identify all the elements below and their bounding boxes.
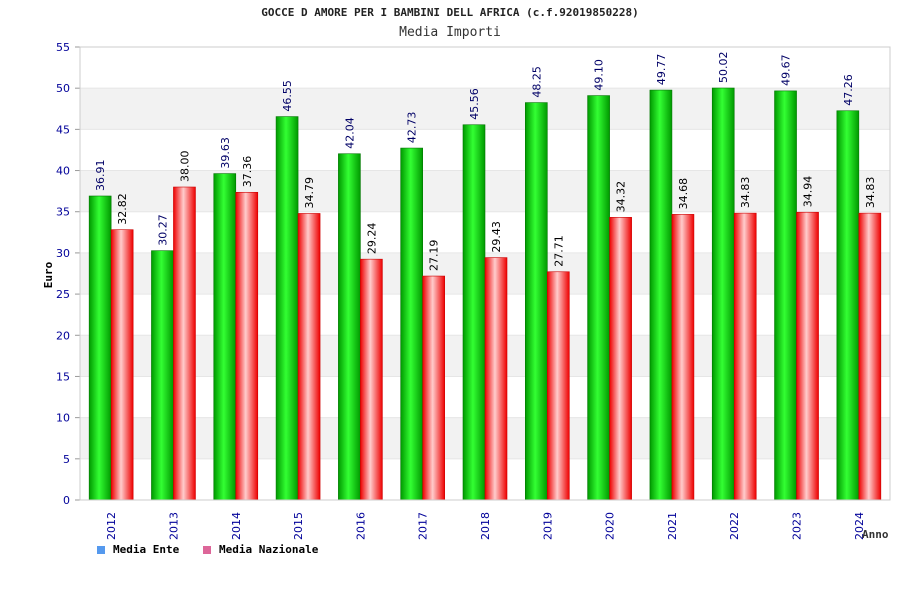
x-tick-label: 2024 bbox=[853, 512, 866, 540]
value-label-ente: 45.56 bbox=[468, 88, 481, 120]
value-label-nazionale: 27.71 bbox=[552, 235, 565, 267]
y-tick-label: 50 bbox=[56, 82, 70, 95]
bar-media-ente bbox=[711, 87, 735, 501]
y-tick-label: 40 bbox=[56, 165, 70, 178]
bar-media-ente bbox=[649, 89, 673, 501]
y-tick-label: 35 bbox=[56, 206, 70, 219]
value-label-ente: 42.04 bbox=[343, 117, 356, 149]
value-label-ente: 49.10 bbox=[593, 59, 606, 91]
value-label-nazionale: 29.24 bbox=[365, 223, 378, 255]
x-tick-label: 2022 bbox=[728, 512, 741, 540]
value-label-nazionale: 32.82 bbox=[116, 193, 129, 224]
value-label-ente: 39.63 bbox=[219, 137, 232, 169]
bar-media-ente bbox=[151, 250, 174, 501]
bar-media-nazionale bbox=[484, 257, 508, 501]
x-tick-label: 2019 bbox=[541, 512, 554, 540]
bar-media-nazionale bbox=[547, 271, 570, 501]
value-label-nazionale: 34.83 bbox=[864, 177, 877, 209]
bar-media-nazionale bbox=[733, 212, 757, 501]
bar-media-ente bbox=[213, 173, 237, 501]
bar-media-ente bbox=[525, 102, 548, 501]
x-tick-label: 2017 bbox=[417, 512, 430, 540]
plot-frame bbox=[79, 46, 891, 501]
y-axis-label: Euro bbox=[42, 261, 55, 288]
bar-media-nazionale bbox=[360, 258, 383, 501]
grid-band bbox=[80, 88, 890, 130]
bars-group bbox=[88, 87, 882, 501]
bar-media-nazionale bbox=[173, 186, 196, 501]
bar-media-nazionale bbox=[235, 191, 259, 501]
bar-media-ente bbox=[275, 116, 299, 501]
bar-media-ente bbox=[400, 147, 423, 501]
y-tick-label: 25 bbox=[56, 288, 70, 301]
bar-media-nazionale bbox=[796, 211, 819, 501]
value-label-ente: 48.25 bbox=[530, 66, 543, 98]
y-tick-label: 45 bbox=[56, 123, 70, 136]
y-tick-label: 55 bbox=[56, 41, 70, 54]
value-label-nazionale: 29.43 bbox=[490, 221, 503, 253]
value-label-ente: 30.27 bbox=[156, 214, 169, 246]
bar-media-nazionale bbox=[422, 275, 445, 501]
bar-media-ente bbox=[836, 110, 860, 501]
bar-media-nazionale bbox=[609, 217, 632, 501]
x-tick-label: 2014 bbox=[230, 512, 243, 540]
y-tick-label: 10 bbox=[56, 412, 70, 425]
x-tick-label: 2023 bbox=[791, 512, 804, 540]
value-label-nazionale: 34.94 bbox=[802, 176, 815, 208]
bar-media-ente bbox=[462, 124, 486, 501]
value-label-nazionale: 38.00 bbox=[178, 151, 191, 183]
x-tick-label: 2018 bbox=[479, 512, 492, 540]
x-tick-label: 2012 bbox=[105, 512, 118, 540]
y-tick-label: 20 bbox=[56, 329, 70, 342]
legend-item-nazionale: Media Nazionale bbox=[203, 543, 318, 556]
chart-subtitle: Media Importi bbox=[399, 25, 501, 40]
value-label-nazionale: 34.32 bbox=[615, 181, 628, 213]
bar-media-ente bbox=[774, 90, 797, 501]
value-label-nazionale: 27.19 bbox=[428, 240, 441, 272]
bar-media-nazionale bbox=[297, 213, 321, 501]
legend-item-ente: Media Ente bbox=[97, 543, 179, 556]
value-label-ente: 42.73 bbox=[406, 112, 419, 144]
legend-swatch-ente bbox=[97, 545, 105, 554]
x-tick-label: 2020 bbox=[604, 512, 617, 540]
axes-group: 0 5 10 15 20 25 30 35 40 45 50 55 2012 2013 2014 2015 20… bbox=[56, 41, 891, 540]
value-label-nazionale: 34.79 bbox=[303, 177, 316, 209]
value-label-ente: 50.02 bbox=[717, 52, 730, 84]
value-label-ente: 49.77 bbox=[655, 54, 668, 86]
value-label-nazionale: 37.36 bbox=[241, 156, 254, 188]
value-label-nazionale: 34.68 bbox=[677, 178, 690, 210]
x-tick-label: 2016 bbox=[354, 512, 367, 540]
value-labels-group: 36.91 32.82 30.27 38.00 39.63 37.36 46.55 34.79… bbox=[94, 52, 877, 272]
chart-title: GOCCE D AMORE PER I BAMBINI DELL AFRICA … bbox=[261, 6, 639, 19]
value-label-ente: 47.26 bbox=[842, 74, 855, 106]
legend-label-nazionale: Media Nazionale bbox=[219, 543, 319, 556]
x-axis-label: Anno bbox=[862, 528, 889, 541]
bar-media-nazionale bbox=[858, 212, 882, 501]
bar-media-ente bbox=[338, 153, 361, 501]
y-tick-label: 0 bbox=[63, 494, 70, 507]
value-label-ente: 36.91 bbox=[94, 159, 107, 191]
bar-media-ente bbox=[587, 95, 610, 501]
value-label-ente: 46.55 bbox=[281, 80, 294, 112]
y-tick-label: 15 bbox=[56, 370, 70, 383]
value-label-nazionale: 34.83 bbox=[739, 177, 752, 209]
y-tick-label: 5 bbox=[63, 453, 70, 466]
legend-label-ente: Media Ente bbox=[113, 543, 180, 556]
value-label-ente: 49.67 bbox=[780, 54, 793, 86]
y-tick-label: 30 bbox=[56, 247, 70, 260]
bar-media-nazionale bbox=[671, 214, 695, 501]
bar-media-nazionale bbox=[110, 229, 134, 501]
x-tick-label: 2013 bbox=[167, 512, 180, 540]
x-tick-label: 2021 bbox=[666, 512, 679, 540]
legend-swatch-nazionale bbox=[203, 545, 211, 554]
x-tick-label: 2015 bbox=[292, 512, 305, 540]
bar-media-ente bbox=[88, 195, 112, 501]
